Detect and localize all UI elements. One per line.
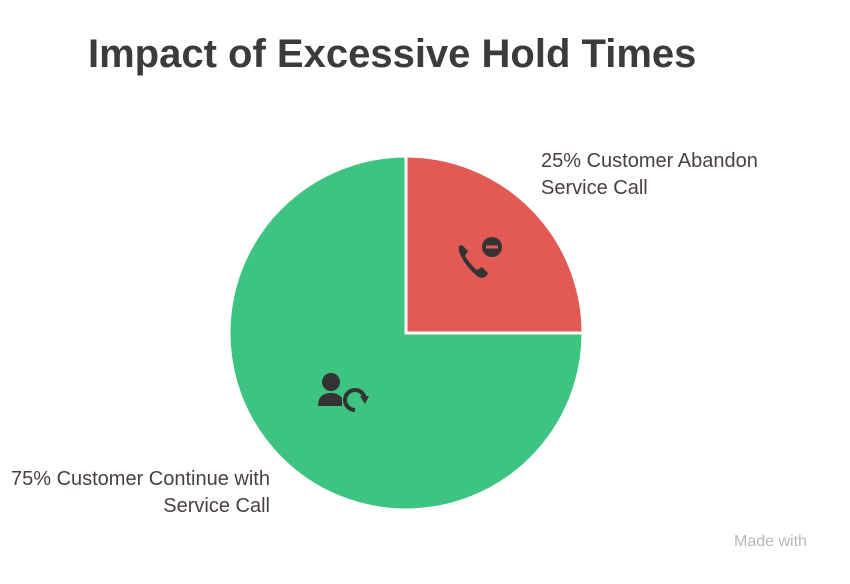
- value-label: 25%: [541, 150, 582, 172]
- category-label: Customer Continue with Service Call: [56, 468, 270, 517]
- pie: [227, 154, 585, 512]
- refresh-arc: [343, 388, 367, 412]
- phone-icon: [458, 237, 502, 278]
- minus-sign: [486, 245, 498, 249]
- user-body: [318, 393, 342, 406]
- slice-label: 75% Customer Continue with Service Call: [10, 466, 270, 520]
- refresh-arrow: [360, 396, 369, 404]
- slice-label: 25% Customer Abandon Service Call: [541, 148, 801, 202]
- watermark: Made with: [734, 533, 807, 550]
- value-label: 75%: [10, 468, 51, 490]
- phone-shape: [458, 245, 488, 278]
- user-head: [322, 373, 340, 391]
- category-label: Customer Abandon Service Call: [541, 150, 758, 199]
- chart-title: Impact of Excessive Hold Times: [88, 32, 697, 76]
- pie-slice: [227, 154, 585, 512]
- user-refresh-icon: [318, 373, 369, 412]
